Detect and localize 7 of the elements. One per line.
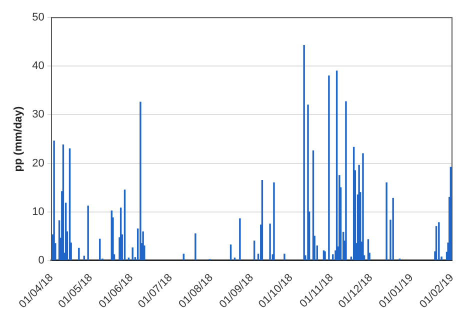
y-tick-label: 50 [32, 12, 44, 24]
y-tick-label: 0 [38, 254, 44, 266]
y-tick-label: 40 [32, 60, 44, 72]
y-tick-label: 10 [32, 206, 44, 218]
y-tick-label: 30 [32, 108, 44, 121]
y-tick-label: 20 [32, 157, 44, 170]
y-axis-title: pp (mm/day) [12, 106, 25, 172]
